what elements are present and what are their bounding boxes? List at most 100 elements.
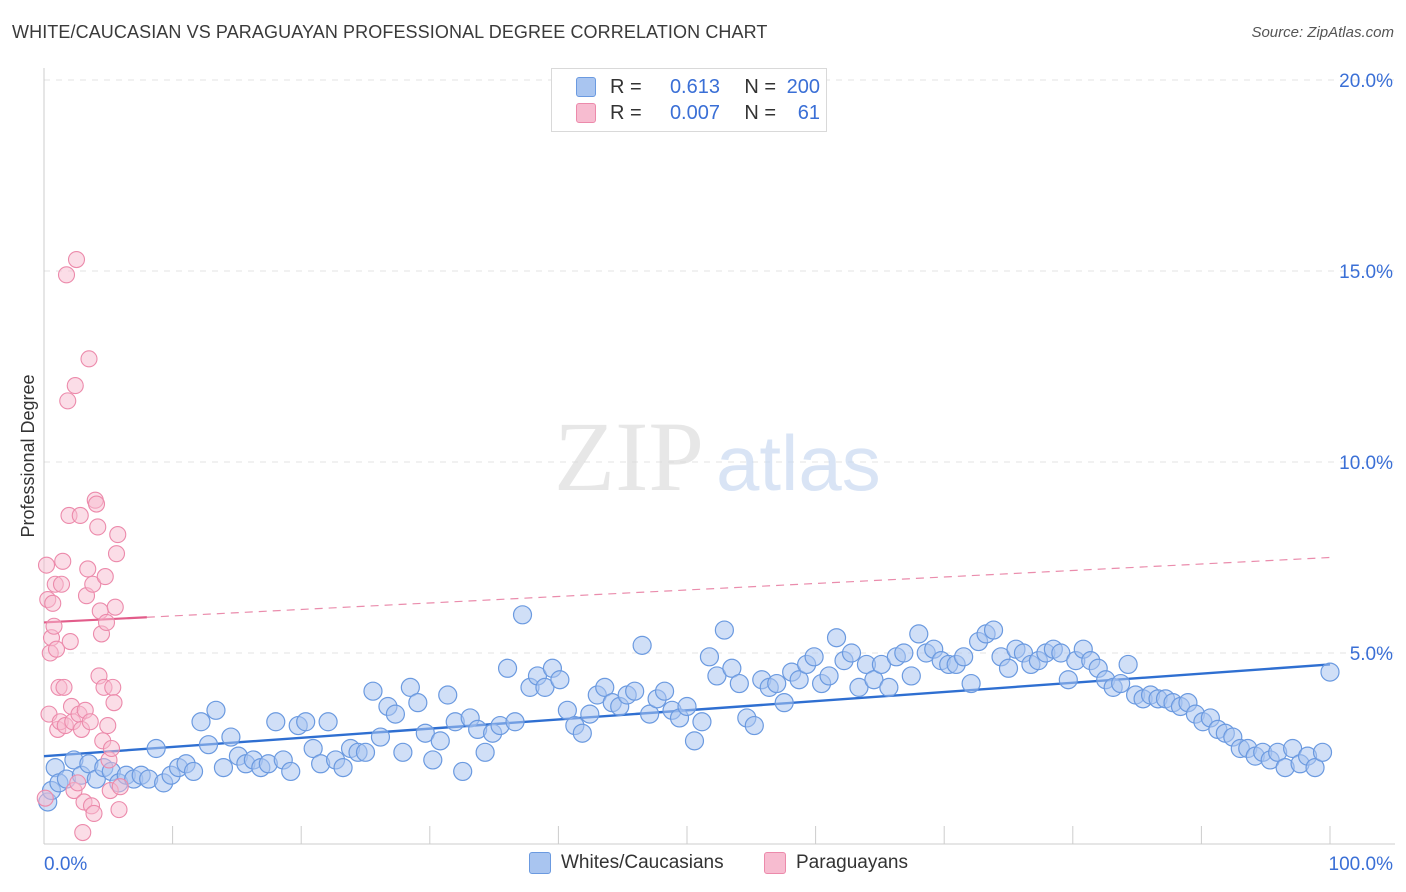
data-point-paraguayans [71, 506, 89, 525]
data-point-whites [849, 677, 869, 697]
y-axis-label: Professional Degree [18, 374, 38, 537]
legend-n-label: N = [744, 101, 776, 124]
legend-n-label: N = [744, 75, 776, 98]
data-point-whites [475, 742, 495, 762]
data-point-whites [909, 624, 929, 644]
data-point-whites [221, 727, 241, 747]
data-point-whites [722, 658, 742, 678]
bottom-legend-swatch-whites [529, 852, 551, 874]
bottom-legend-whites: Whites/Caucasians [529, 852, 724, 874]
data-point-whites [961, 673, 981, 694]
data-point-whites [714, 620, 734, 640]
data-point-whites [191, 712, 211, 732]
data-point-whites [625, 681, 645, 701]
data-point-paraguayans [84, 575, 102, 593]
data-point-whites [303, 738, 323, 759]
data-point-whites [1051, 643, 1071, 663]
y-tick-label: 20.0% [1339, 71, 1393, 92]
data-point-whites [640, 704, 660, 724]
data-point-paraguayans [37, 556, 56, 574]
data-point-whites [430, 731, 450, 751]
data-point-paraguayans [57, 266, 76, 284]
data-point-paraguayans [96, 568, 114, 586]
bottom-legend-label-paraguayans: Paraguayans [796, 852, 908, 873]
legend-r-label: R = [610, 101, 642, 124]
data-point-whites [692, 712, 712, 732]
data-point-whites [632, 635, 652, 655]
data-point-paraguayans [55, 678, 73, 696]
data-point-whites [206, 700, 226, 720]
legend-r-value: 0.007 [669, 101, 720, 124]
data-point-whites [1305, 757, 1325, 778]
data-point-whites [879, 677, 899, 697]
tick-labels: 5.0% 10.0% 15.0% 20.0% 0.0% 100.0% [44, 71, 1393, 875]
data-point-whites [550, 670, 570, 690]
data-point-whites [819, 666, 839, 686]
grid-lines [44, 79, 1395, 654]
data-point-whites [385, 704, 406, 724]
data-point-whites [1283, 738, 1303, 759]
data-point-paraguayans [52, 575, 71, 593]
legend-row-paraguayans: R = 0.007 N = 61 [576, 102, 820, 124]
y-tick-label: 10.0% [1339, 453, 1393, 474]
data-point-paraguayans [81, 713, 99, 731]
data-point-whites [535, 677, 555, 697]
data-point-whites [183, 761, 204, 782]
data-point-whites [296, 712, 316, 732]
source-label: Source: ZipAtlas.com [1251, 24, 1394, 41]
data-point-whites [580, 704, 600, 724]
data-point-whites [423, 750, 443, 770]
data-point-whites [438, 685, 458, 705]
data-point-paraguayans [69, 774, 87, 792]
data-point-whites [1320, 662, 1340, 682]
data-point-paraguayans [106, 598, 124, 616]
data-point-whites [512, 605, 533, 625]
data-point-whites [767, 673, 787, 694]
data-point-whites [266, 712, 286, 732]
data-point-whites [684, 731, 705, 751]
bottom-legend-paraguayans: Paraguayans [764, 852, 908, 874]
data-point-whites [841, 643, 862, 663]
data-point-whites [864, 670, 884, 690]
legend-row-whites: R = 0.613 N = 200 [576, 76, 820, 98]
data-point-whites [826, 628, 847, 648]
data-point-whites [355, 742, 376, 762]
data-point-whites [744, 715, 764, 736]
data-point-whites [677, 696, 697, 717]
data-point-whites [393, 742, 413, 762]
watermark-zip: ZIP [554, 401, 704, 512]
data-point-paraguayans [67, 250, 86, 269]
data-point-paraguayans [47, 640, 66, 658]
data-point-whites [1058, 670, 1078, 690]
data-point-paraguayans [44, 594, 62, 612]
data-point-whites [363, 681, 383, 701]
data-point-whites [318, 712, 338, 732]
data-point-whites [699, 647, 720, 667]
data-point-whites [370, 727, 391, 747]
series-whites [38, 605, 1340, 812]
data-point-paraguayans [87, 495, 106, 513]
data-point-whites [774, 693, 794, 713]
data-point-paraguayans [66, 377, 84, 395]
legend-n-value: 200 [786, 75, 820, 98]
data-point-whites [983, 620, 1004, 640]
data-point-whites [415, 723, 435, 743]
data-point-paraguayans [97, 613, 116, 631]
data-point-paraguayans [107, 545, 126, 563]
data-point-paraguayans [111, 778, 129, 796]
x-tick-label: 0.0% [44, 854, 87, 875]
data-point-whites [1118, 654, 1138, 675]
trend-line-paraguayans-dashed [146, 556, 1331, 618]
data-point-whites [729, 673, 749, 694]
chart-title: WHITE/CAUCASIAN VS PARAGUAYAN PROFESSION… [12, 22, 768, 42]
data-point-paraguayans [110, 801, 128, 819]
data-point-whites [557, 700, 577, 720]
data-point-whites [954, 647, 974, 667]
data-point-whites [408, 693, 428, 713]
data-point-whites [213, 757, 234, 778]
legend-n-value: 61 [797, 101, 820, 124]
data-point-paraguayans [104, 678, 122, 696]
data-point-whites [333, 757, 353, 778]
data-point-whites [572, 723, 592, 743]
